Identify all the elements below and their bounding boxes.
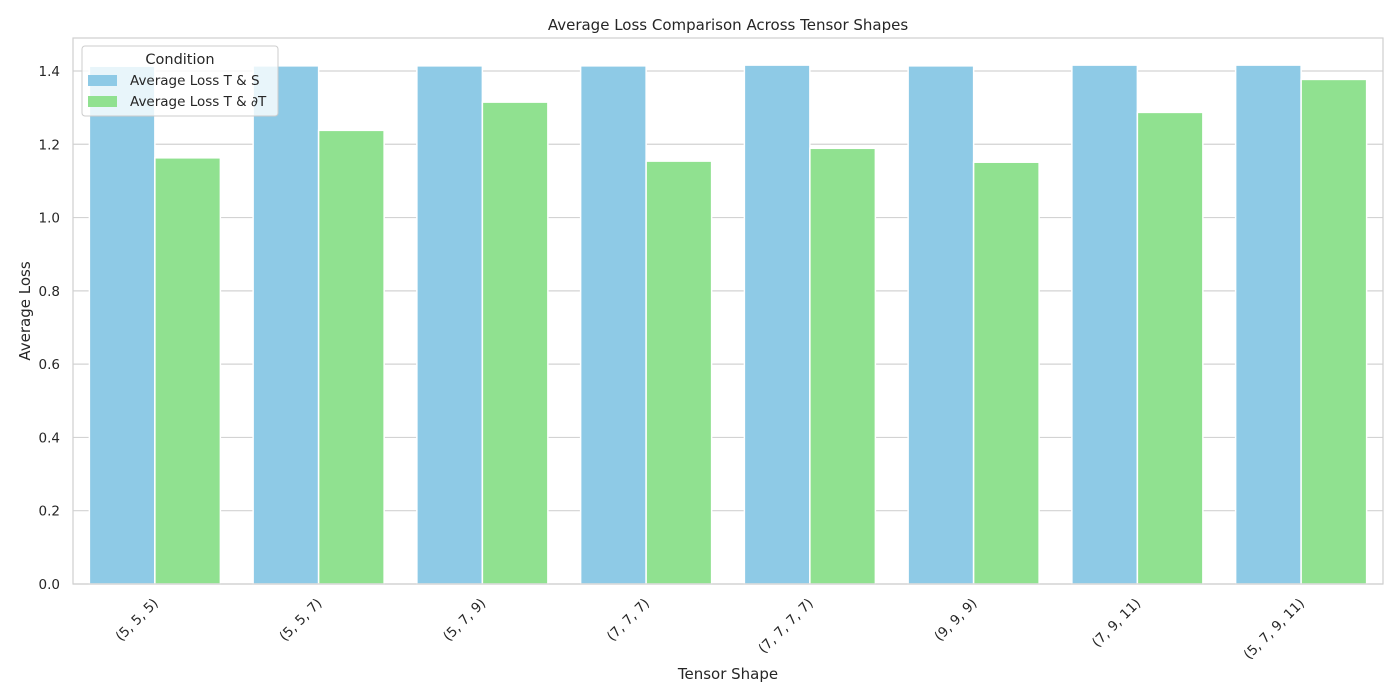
bar-series-1-5 [907, 65, 975, 585]
bar-series-1-3 [579, 65, 647, 585]
plot-frame [72, 37, 1384, 585]
x-tick-label: (7, 7, 7, 7) [755, 596, 816, 657]
bar-series-1-6 [1071, 64, 1139, 585]
bar-series-2-5 [972, 161, 1040, 585]
y-tick-label: 0.8 [39, 284, 60, 300]
x-tick-label: (7, 7, 7) [604, 596, 653, 645]
y-tick-label: 0.4 [39, 430, 60, 446]
bar-series-2-2 [481, 101, 549, 585]
y-tick-label: 0.2 [39, 504, 60, 520]
bar-series-1-2 [416, 65, 484, 585]
bar-series-1-1 [252, 65, 320, 585]
bar-series-2-7 [1300, 78, 1368, 585]
bars [88, 64, 1368, 585]
y-tick-label: 0.6 [39, 357, 60, 373]
x-tick-label: (5, 7, 9) [440, 596, 489, 645]
x-tick-label: (5, 5, 7) [276, 596, 325, 645]
bar-series-2-4 [809, 147, 877, 585]
x-tick-label: (5, 5, 5) [113, 596, 162, 645]
legend-label-series-1: Average Loss T & S [130, 73, 260, 89]
y-tick-labels: 0.0 0.2 0.4 0.6 0.8 1.0 1.2 1.4 [39, 64, 60, 593]
y-axis-label: Average Loss [16, 261, 34, 360]
y-tick-label: 1.4 [39, 64, 60, 80]
x-axis-label: Tensor Shape [677, 665, 778, 683]
x-tick-labels: (5, 5, 5) (5, 5, 7) (5, 7, 9) (7, 7, 7) (7, … [113, 596, 1308, 663]
x-tick-label: (7, 9, 11) [1089, 596, 1144, 651]
legend-box [81, 45, 279, 117]
bar-series-2-6 [1136, 111, 1204, 585]
chart-title: Average Loss Comparison Across Tensor Sh… [548, 16, 909, 34]
bar-series-2-1 [317, 129, 385, 585]
x-tick-label: (9, 9, 9) [931, 596, 980, 645]
y-tick-label: 1.2 [39, 137, 60, 153]
y-tick-label: 0.0 [39, 577, 60, 593]
bar-series-2-3 [645, 160, 713, 585]
legend-swatch-series-2 [88, 96, 117, 107]
x-tick-label: (5, 7, 9, 11) [1241, 596, 1308, 663]
bar-series-1-4 [743, 64, 811, 585]
legend: Condition Average Loss T & S Average Los… [81, 45, 279, 117]
bar-series-2-0 [154, 157, 222, 585]
legend-swatch-series-1 [88, 75, 117, 86]
legend-title: Condition [145, 52, 214, 68]
legend-label-series-2: Average Loss T & ∂T [130, 94, 267, 110]
bar-series-1-7 [1234, 64, 1302, 585]
y-tick-label: 1.0 [39, 211, 60, 227]
bar-series-1-0 [88, 65, 156, 585]
